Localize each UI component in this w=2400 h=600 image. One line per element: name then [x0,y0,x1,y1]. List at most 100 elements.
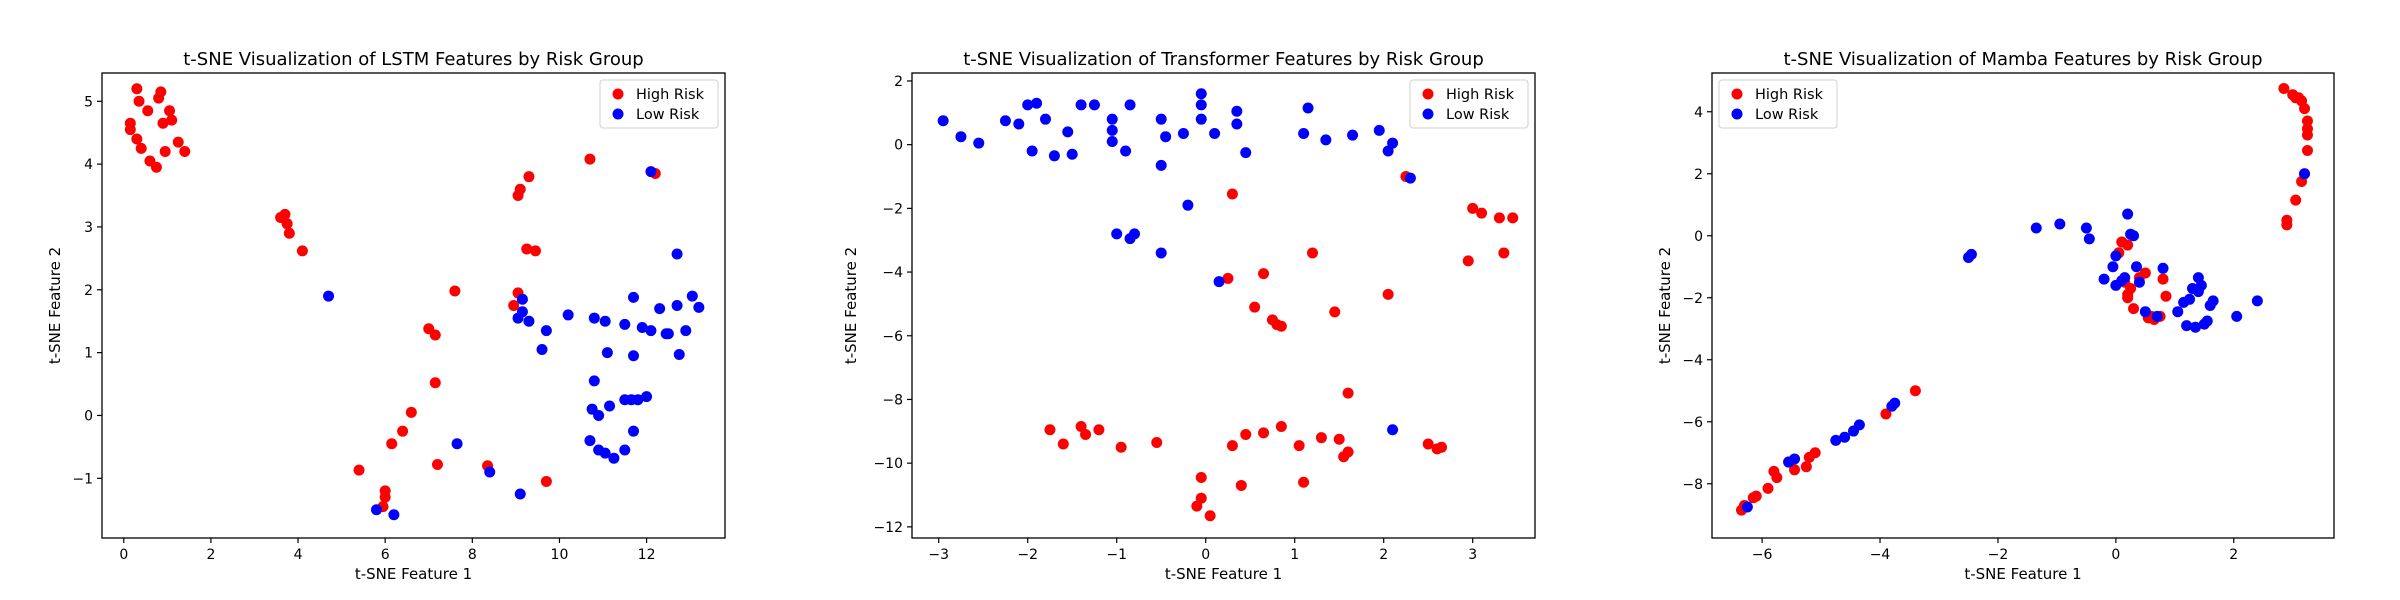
data-point [1404,172,1416,184]
y-tick-label: 1 [84,346,93,362]
data-point [521,243,533,255]
axes-frame [101,72,726,539]
data-point [671,248,683,260]
data-point [536,343,548,355]
data-point [1789,464,1801,476]
data-point [1320,134,1332,146]
legend-marker [1422,88,1434,100]
x-tick-label: −2 [1988,547,2009,563]
data-point [2122,239,2134,251]
data-point [680,325,692,337]
data-point [628,291,640,303]
data-point [955,131,967,143]
y-axis-label: t-SNE Feature 2 [1656,247,1674,364]
data-point [686,290,698,302]
data-point [1302,102,1314,114]
data-point [1080,428,1092,440]
data-point [1333,433,1345,445]
data-point [1213,276,1225,288]
data-point [155,86,167,98]
data-point [1195,113,1207,125]
data-point [2290,194,2302,206]
data-point [1195,88,1207,100]
data-point [124,124,136,136]
data-point [2116,275,2128,287]
data-point [1800,461,1812,473]
data-point [1298,128,1310,140]
data-point [2139,267,2151,279]
data-point [628,425,640,437]
data-point [2110,250,2122,262]
data-point [283,227,295,239]
data-point [397,425,409,437]
data-point [1293,440,1305,452]
data-point [1275,320,1287,332]
legend-marker [1731,88,1743,100]
data-point [2299,168,2311,180]
x-tick-label: 2 [2229,547,2238,563]
data-point [1062,126,1074,138]
data-point [1075,99,1087,111]
data-point [1022,99,1034,111]
data-point [1387,424,1399,436]
data-point [1155,159,1167,171]
y-tick-label: −4 [882,265,903,281]
data-point [1177,128,1189,140]
data-point [323,290,335,302]
low-risk-series [323,166,705,521]
x-tick-label: 0 [119,547,128,563]
y-tick-label: −8 [882,392,903,408]
data-point [1209,128,1221,140]
legend-box [1409,79,1529,129]
data-point [601,347,613,359]
data-point [632,394,644,406]
data-point [599,447,611,459]
data-point [1382,145,1394,157]
y-tick-label: −1 [72,471,93,487]
chart-title: t-SNE Visualization of LSTM Features by … [183,49,643,70]
data-point [1026,145,1038,157]
data-point [1275,421,1287,433]
x-tick-label: 1 [1290,547,1299,563]
data-point [1853,419,1865,431]
data-point [2301,129,2313,141]
data-point [2054,218,2066,230]
legend-marker [1422,108,1434,120]
low-risk-series [1741,168,2311,513]
y-tick-label: −8 [1682,477,1703,493]
data-point [2172,306,2184,318]
data-point [431,458,443,470]
data-point [2157,273,2169,285]
y-tick-label: 3 [84,220,93,236]
data-point [1750,490,1762,502]
data-point [693,301,705,313]
data-point [1231,105,1243,117]
data-point [2030,222,2042,234]
data-point [142,105,154,117]
y-tick-label: −4 [1682,353,1703,369]
data-point [593,409,605,421]
x-tick-label: 2 [1379,547,1388,563]
data-point [1111,228,1123,240]
x-tick-label: −3 [928,547,949,563]
x-tick-label: 12 [638,547,656,563]
legend: High Risk Low Risk [1718,79,1838,129]
data-point [1741,501,1753,513]
x-tick-label: −6 [1752,547,1773,563]
data-point [1155,247,1167,259]
data-point [2157,262,2169,274]
data-point [135,142,147,154]
data-point [386,438,398,450]
data-point [131,83,143,95]
y-tick-label: 2 [1694,167,1703,183]
data-point [2301,145,2313,156]
data-point [2098,273,2110,285]
data-point [2080,222,2092,234]
data-point [1182,199,1194,211]
data-point [1342,446,1354,458]
data-point [2139,306,2151,318]
data-point [1507,212,1519,224]
legend-marker [612,108,624,120]
high-risk-series [124,83,661,513]
data-point [999,115,1011,127]
